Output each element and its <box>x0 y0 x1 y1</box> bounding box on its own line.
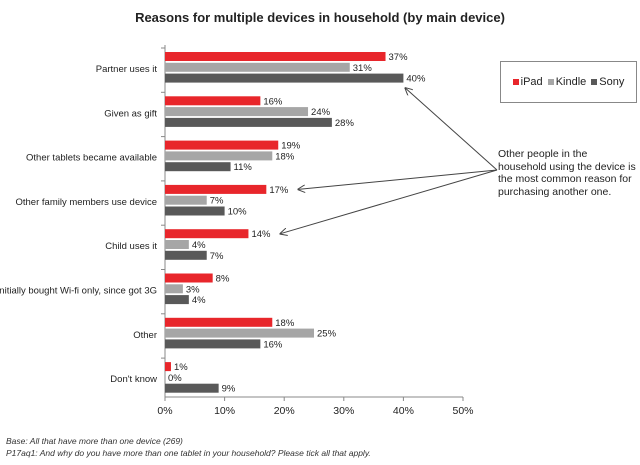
data-label: 25% <box>317 329 337 340</box>
bar-sony <box>165 73 404 83</box>
x-tick-label: 40% <box>393 405 414 417</box>
bar-kindle <box>165 107 309 117</box>
data-label: 11% <box>234 162 253 173</box>
x-tick-label: 30% <box>333 405 354 417</box>
annotation-arrow <box>298 169 498 189</box>
data-label: 8% <box>216 274 230 285</box>
data-label: 28% <box>335 118 355 129</box>
x-tick-label: 20% <box>274 405 295 417</box>
bar-ipad <box>165 229 249 239</box>
data-label: 18% <box>275 151 295 162</box>
category-label: Don't know <box>110 374 157 385</box>
bar-sony <box>165 383 219 393</box>
data-label: 7% <box>210 251 224 262</box>
bar-sony <box>165 339 261 349</box>
legend-item-sony: Sony <box>591 76 624 88</box>
data-label: 4% <box>192 240 206 251</box>
bar-kindle <box>165 328 314 338</box>
footnote-base: Base: All that have more than one device… <box>6 436 183 446</box>
bar-kindle <box>165 151 273 161</box>
data-label: 31% <box>353 63 373 74</box>
data-label: 24% <box>311 107 331 118</box>
bar-ipad <box>165 184 267 194</box>
data-label: 10% <box>228 207 248 218</box>
data-label: 40% <box>406 74 426 85</box>
category-label: Child uses it <box>105 241 157 252</box>
data-label: 14% <box>251 229 271 240</box>
bar-sony <box>165 162 231 172</box>
data-label: 16% <box>263 96 283 107</box>
data-label: 9% <box>222 384 236 395</box>
bar-sony <box>165 117 332 127</box>
bar-ipad <box>165 273 213 283</box>
data-label: 17% <box>269 185 289 196</box>
legend-swatch <box>512 79 519 86</box>
legend-swatch <box>547 79 554 86</box>
bar-kindle <box>165 62 350 72</box>
annotation-arrow <box>280 169 498 234</box>
category-label: Other tablets became available <box>26 153 157 164</box>
legend-item-kindle: Kindle <box>547 76 586 88</box>
bar-ipad <box>165 96 261 106</box>
data-label: 0% <box>168 373 182 384</box>
footnote-question: P17aq1: And why do you have more than on… <box>6 448 371 458</box>
annotation-text: Other people in the household using the … <box>498 148 636 198</box>
x-tick-label: 0% <box>157 405 172 417</box>
bar-sony <box>165 250 207 260</box>
data-label: 16% <box>263 339 283 350</box>
bar-sony <box>165 295 189 305</box>
bar-ipad <box>165 362 171 372</box>
category-label: Given as gift <box>104 108 157 119</box>
x-tick-label: 10% <box>214 405 235 417</box>
category-label: Other <box>133 330 157 341</box>
annotation-arrow <box>405 88 498 171</box>
x-tick-label: 50% <box>452 405 473 417</box>
data-label: 19% <box>281 141 301 152</box>
bar-sony <box>165 206 225 216</box>
legend-item-ipad: iPad <box>512 76 543 88</box>
bar-kindle <box>165 195 207 205</box>
data-label: 37% <box>389 52 409 63</box>
bar-kindle <box>165 240 189 249</box>
category-label: Other family members use device <box>16 197 158 208</box>
bar-ipad <box>165 140 279 150</box>
bar-ipad <box>165 52 386 61</box>
data-label: 7% <box>210 196 224 207</box>
category-label: Initially bought Wi-fi only, since got 3… <box>0 286 157 297</box>
bar-ipad <box>165 317 273 327</box>
bar-kindle <box>165 284 183 294</box>
data-label: 4% <box>192 295 206 306</box>
data-label: 18% <box>275 318 295 329</box>
legend-swatch <box>591 79 598 86</box>
legend: iPad Kindle Sony <box>500 61 637 103</box>
data-label: 3% <box>186 284 200 295</box>
chart-title: Reasons for multiple devices in househol… <box>135 10 505 25</box>
category-label: Partner uses it <box>96 64 158 75</box>
data-label: 1% <box>174 362 188 373</box>
